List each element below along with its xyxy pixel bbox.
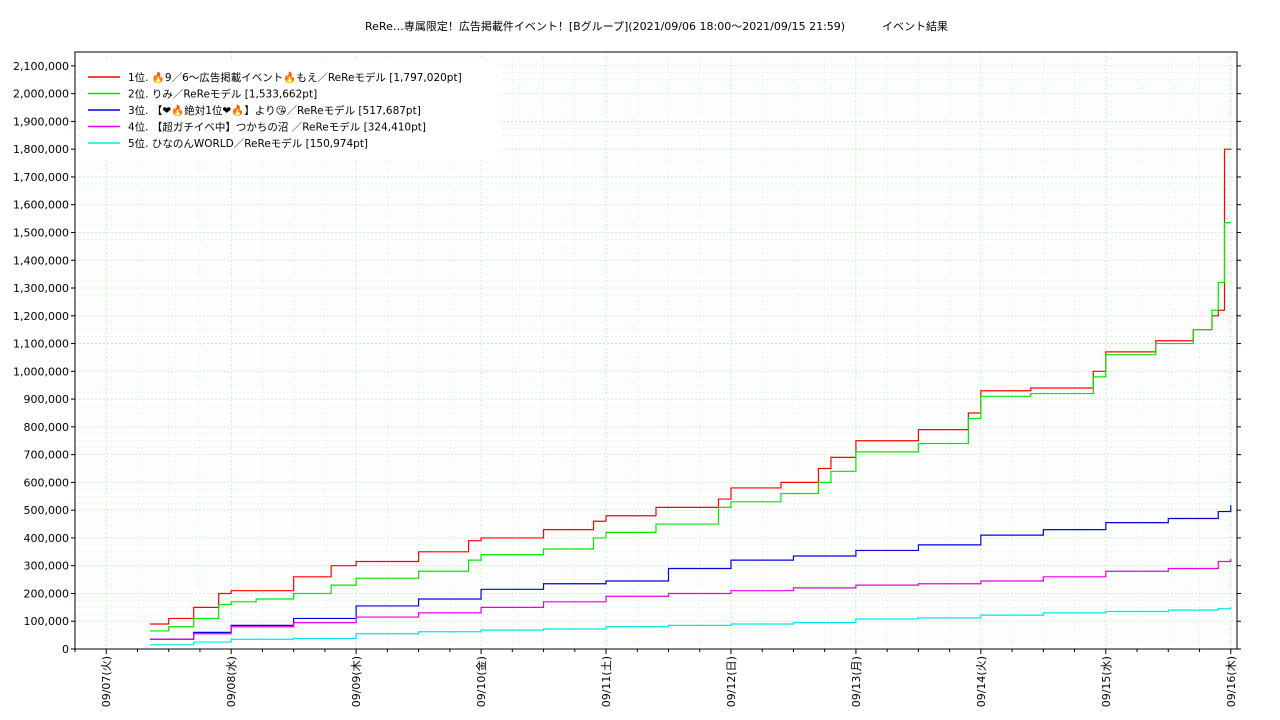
x-tick-label: 09/08(水) [225,656,238,707]
x-tick-label: 09/15(水) [1100,656,1113,707]
y-tick-label: 700,000 [24,449,70,462]
legend-box [80,60,500,158]
y-tick-label: 1,100,000 [13,338,69,351]
x-tick-label: 09/11(土) [600,656,613,707]
series-lines [149,148,1232,646]
y-tick-label: 300,000 [24,560,70,573]
series-line [149,607,1232,646]
y-axis: 0 100,000 200,000 300,000 400,000 500,000 600,… [13,60,1241,656]
y-tick-label: 0 [62,643,69,656]
plot-frame [74,51,1238,650]
legend: 1位. 🔥9／6〜広告掲載イベント🔥もえ／ReReモデル [1,797,020p… [80,60,500,158]
y-tick-label: 600,000 [24,476,70,489]
legend-label: 3位. 【❤🔥絶対1位❤🔥】より😘／ReReモデル [517,687pt] [128,104,421,117]
x-tick-label: 09/07(火) [100,656,113,707]
y-tick-label: 1,300,000 [13,282,69,295]
y-tick-label: 1,700,000 [13,171,69,184]
x-tick-label: 09/16(木) [1225,656,1238,707]
y-tick-label: 1,800,000 [13,143,69,156]
y-tick-label: 1,200,000 [13,310,69,323]
legend-label: 1位. 🔥9／6〜広告掲載イベント🔥もえ／ReReモデル [1,797,020p… [128,71,462,84]
y-tick-label: 500,000 [24,504,70,517]
legend-label: 5位. ひなのんWORLD／ReReモデル [150,974pt] [128,137,368,150]
chart-subtitle: イベント結果 [882,19,948,33]
chart-title: ReRe…専属限定！広告掲載件イベント！[Bグループ](2021/09/06 1… [365,19,845,33]
y-tick-label: 200,000 [24,587,70,600]
y-tick-label: 1,400,000 [13,254,69,267]
y-tick-label: 800,000 [24,421,70,434]
x-axis: 09/07(火) 09/08(水) 09/09(木) 09/10(金) 09/11(土)… [74,649,1238,707]
legend-label: 2位. りみ／ReReモデル [1,533,662pt] [128,88,317,101]
y-tick-label: 400,000 [24,532,70,545]
x-tick-label: 09/13(月) [850,656,863,707]
y-tick-label: 2,100,000 [13,60,69,73]
x-tick-label: 09/12(日) [725,656,738,707]
y-tick-label: 1,600,000 [13,199,69,212]
y-tick-label: 2,000,000 [13,88,69,101]
x-tick-label: 09/09(木) [350,656,363,707]
y-tick-label: 1,000,000 [13,365,69,378]
x-tick-label: 09/14(火) [975,656,988,707]
x-tick-label: 09/10(金) [474,656,488,707]
series-line [149,148,1232,625]
y-tick-label: 1,900,000 [13,115,69,128]
series-line [149,222,1232,632]
series-line [149,505,1232,640]
legend-label: 4位. 【超ガチイベ中】つかちの沼 ／ReReモデル [324,410pt] [128,121,426,134]
y-tick-label: 1,500,000 [13,226,69,239]
y-tick-label: 100,000 [24,615,70,628]
series-line [149,558,1232,640]
y-tick-label: 900,000 [24,393,70,406]
